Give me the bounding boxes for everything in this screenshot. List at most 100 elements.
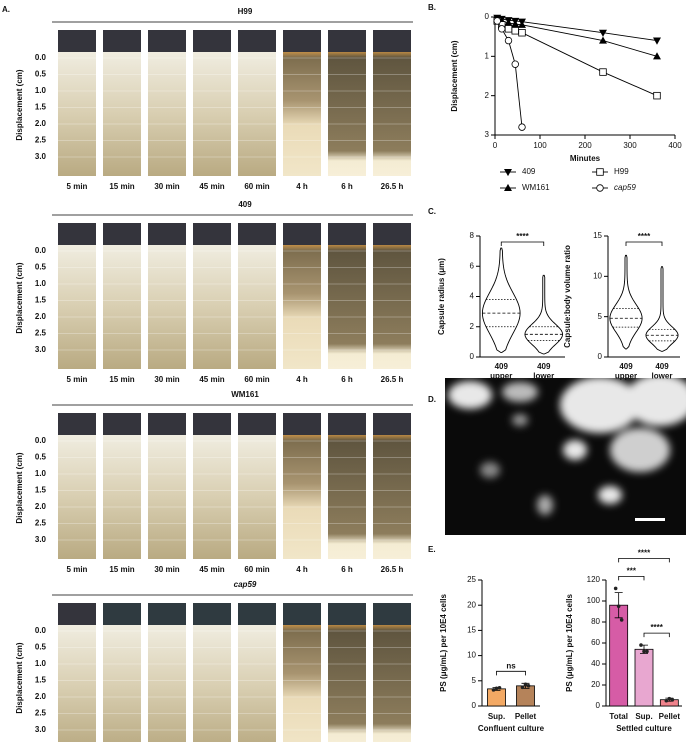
panel-label: E.	[428, 545, 436, 554]
y-tick-label: 40	[591, 659, 600, 668]
comparison-bracket	[618, 558, 670, 563]
tube-cap	[103, 223, 141, 245]
y-axis-label: PS (μg/mL) per 10E4 cells	[565, 594, 574, 692]
tube-cap	[238, 30, 276, 52]
x-tick-label: Sup.	[488, 712, 505, 721]
tube-cap	[283, 223, 321, 245]
time-label: 30 min	[154, 182, 179, 191]
panel-label: D.	[428, 395, 436, 404]
y-tick-label: 20	[591, 680, 600, 689]
x-tick-label: Pellet	[659, 712, 681, 721]
y-tick-label: 10	[467, 651, 476, 660]
tube-cap	[58, 603, 96, 625]
legend-marker	[596, 168, 604, 176]
y-tick-label: 5	[472, 676, 477, 685]
y-tick-label: 2.5	[35, 709, 47, 718]
y-tick-label: 1	[485, 51, 490, 60]
y-tick-label: 3.0	[35, 345, 47, 354]
y-tick-label: 0.0	[35, 246, 47, 255]
marker	[518, 20, 526, 28]
y-tick-label: 4	[470, 292, 475, 301]
marker	[599, 68, 607, 76]
y-tick-label: 120	[587, 575, 601, 584]
marker	[504, 25, 513, 33]
y-tick-label: 6	[470, 261, 475, 270]
x-tick-label: 409 upper	[615, 362, 637, 381]
y-tick-label: 3.0	[35, 725, 47, 734]
tube-cap	[283, 603, 321, 625]
y-tick-label: 0.0	[35, 436, 47, 445]
y-tick-label: 0	[596, 701, 601, 710]
legend-marker	[504, 168, 512, 177]
violin-body	[645, 266, 679, 352]
tube-liquid	[103, 243, 141, 369]
significance-bracket	[500, 241, 545, 246]
tube-cap	[193, 223, 231, 245]
x-tick-label: 409 upper	[490, 362, 512, 381]
y-tick-label: 0.0	[35, 626, 47, 635]
y-tick-label: 20	[467, 600, 476, 609]
marker	[599, 29, 607, 37]
time-label: 6 h	[341, 182, 353, 191]
y-axis-label: Displacement (cm)	[15, 69, 24, 140]
tube-cap	[193, 30, 231, 52]
tube-cap	[103, 30, 141, 52]
violin-body	[481, 247, 521, 353]
legend-label: H99	[614, 167, 629, 176]
tube-cap	[58, 30, 96, 52]
time-label: 26.5 h	[381, 375, 404, 384]
y-tick-label: 0	[598, 352, 603, 361]
tube-cap	[328, 413, 366, 435]
y-tick-label: 0.5	[35, 643, 47, 652]
time-label: 4 h	[296, 565, 308, 574]
micrograph	[445, 378, 686, 535]
tube-liquid	[103, 623, 141, 742]
tube-liquid	[103, 433, 141, 559]
tube-liquid	[58, 623, 96, 742]
y-tick-label: 1.5	[35, 296, 47, 305]
legend-label: cap59	[614, 183, 636, 192]
y-tick-label: 3.0	[35, 152, 47, 161]
y-tick-label: 3	[485, 130, 490, 139]
marker	[653, 37, 661, 45]
marker	[653, 52, 661, 60]
x-tick-label: 400	[668, 141, 682, 150]
tube-liquid	[373, 50, 411, 176]
tube-cap	[148, 30, 186, 52]
time-label: 30 min	[154, 375, 179, 384]
tube-liquid	[58, 243, 96, 369]
comparison-bracket	[496, 670, 526, 676]
x-tick-label: 0	[493, 141, 498, 150]
tube-liquid	[58, 50, 96, 176]
tube-cap	[373, 603, 411, 625]
tube-cap	[238, 603, 276, 625]
legend-marker	[596, 184, 604, 192]
tube-cap	[148, 413, 186, 435]
tube-cap	[148, 223, 186, 245]
tube-liquid	[58, 433, 96, 559]
marker	[518, 123, 526, 131]
tube-liquid	[238, 433, 276, 559]
y-tick-label: 5	[598, 312, 603, 321]
y-axis-label: Displacement (cm)	[15, 262, 24, 333]
y-tick-label: 10	[593, 271, 602, 280]
time-label: 26.5 h	[381, 182, 404, 191]
tube-liquid	[328, 50, 366, 176]
y-tick-label: 0.0	[35, 53, 47, 62]
data-point	[642, 649, 646, 654]
panel-label: B.	[428, 3, 436, 12]
significance-label: ****	[516, 232, 529, 241]
comparison-bracket	[618, 576, 645, 581]
y-tick-label: 1.5	[35, 103, 47, 112]
tube-liquid	[328, 433, 366, 559]
time-label: 45 min	[199, 182, 224, 191]
data-point	[639, 643, 643, 647]
marker	[511, 19, 520, 28]
violin-body	[609, 254, 643, 350]
data-point	[645, 649, 649, 654]
tube-cap	[103, 413, 141, 435]
data-point	[526, 684, 531, 688]
tube-liquid	[148, 243, 186, 369]
time-label: 5 min	[67, 565, 88, 574]
data-point	[494, 686, 499, 691]
